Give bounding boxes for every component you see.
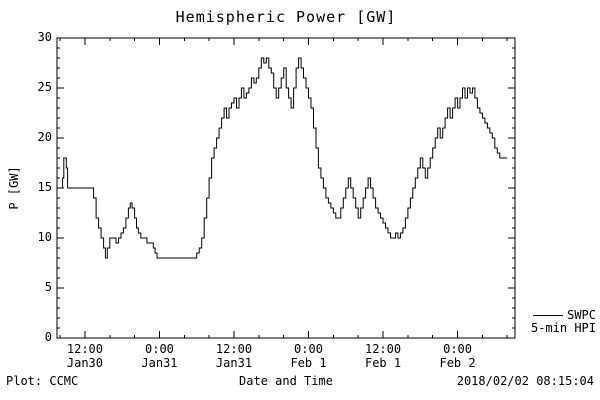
x-tick-label: 12:00 Jan31 bbox=[194, 342, 274, 370]
x-tick-time: 12:00 bbox=[215, 342, 253, 356]
x-tick-time: 0:00 bbox=[443, 342, 472, 356]
legend-series-subtitle: 5-min HPI bbox=[530, 321, 596, 335]
y-tick-label: 25 bbox=[37, 80, 52, 94]
x-tick-date: Jan31 bbox=[215, 356, 253, 370]
x-tick-date: Feb 1 bbox=[290, 356, 327, 370]
x-tick-date: Jan31 bbox=[141, 356, 178, 370]
legend-series-name: SWPC bbox=[567, 308, 596, 322]
legend-line-sample bbox=[533, 315, 564, 316]
x-tick-label: 0:00 Feb 1 bbox=[269, 342, 349, 370]
x-tick-label: 0:00 Jan31 bbox=[119, 342, 199, 370]
x-tick-date: Feb 2 bbox=[439, 356, 476, 370]
y-tick-label: 10 bbox=[37, 230, 52, 244]
y-tick-label: 15 bbox=[37, 180, 52, 194]
y-tick-label: 20 bbox=[37, 130, 52, 144]
plot-timestamp: 2018/02/02 08:15:04 bbox=[456, 374, 594, 388]
legend-entry: SWPC bbox=[531, 309, 596, 322]
x-tick-date: Feb 1 bbox=[364, 356, 402, 370]
chart-title: Hemispheric Power [GW] bbox=[175, 8, 397, 26]
data-series-line bbox=[57, 57, 508, 259]
x-tick-label: 12:00 Feb 1 bbox=[343, 342, 423, 370]
x-tick-label: 12:00 Jan30 bbox=[45, 342, 125, 370]
y-tick-label: 0 bbox=[44, 330, 52, 344]
x-tick-label: 0:00 Feb 2 bbox=[418, 342, 498, 370]
legend: SWPC 5-min HPI bbox=[531, 309, 596, 335]
y-tick-label: 5 bbox=[44, 280, 52, 294]
plot-credit: Plot: CCMC bbox=[6, 374, 79, 388]
x-tick-time: 12:00 bbox=[66, 342, 103, 356]
y-tick-label: 30 bbox=[37, 30, 52, 44]
x-tick-time: 0:00 bbox=[294, 342, 323, 356]
x-tick-time: 0:00 bbox=[145, 342, 174, 356]
x-tick-time: 12:00 bbox=[364, 342, 402, 356]
x-tick-date: Jan30 bbox=[66, 356, 103, 370]
x-axis-label: Date and Time bbox=[239, 374, 333, 388]
